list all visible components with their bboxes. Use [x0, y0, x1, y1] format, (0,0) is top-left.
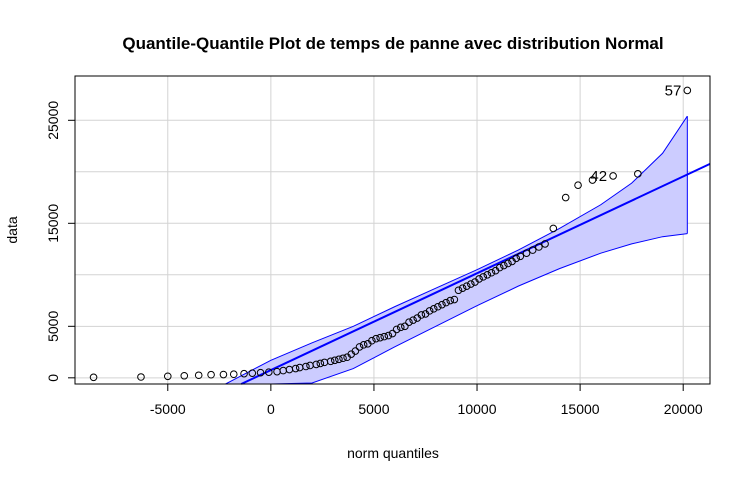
data-point — [429, 305, 438, 313]
data-point — [479, 273, 488, 281]
x-axis: -5000 0 5000 10000 15000 20000 — [150, 383, 703, 417]
data-point — [446, 296, 455, 305]
data-point — [522, 249, 531, 257]
chart-title: Quantile-Quantile Plot de temps de panne… — [122, 34, 663, 53]
y-tick-label: 15000 — [45, 204, 61, 243]
y-tick-label: 5000 — [45, 311, 61, 342]
data-point — [355, 343, 364, 351]
y-tick-label: 0 — [45, 374, 61, 382]
data-point — [335, 355, 343, 364]
data-point — [312, 360, 321, 369]
data-point — [219, 370, 228, 379]
data-point — [264, 368, 273, 376]
data-point — [458, 284, 467, 293]
data-point — [248, 369, 257, 377]
y-axis-label: data — [4, 216, 20, 243]
confidence-band-layer — [225, 115, 688, 385]
data-point — [137, 373, 145, 381]
data-point — [417, 311, 426, 319]
data-point — [351, 347, 360, 355]
data-point — [291, 364, 300, 373]
reference-line — [240, 162, 711, 385]
data-point — [388, 329, 397, 338]
data-point — [454, 286, 463, 295]
x-tick-label: 20000 — [664, 401, 703, 417]
y-tick-label: 25000 — [45, 101, 61, 140]
data-point — [180, 371, 189, 380]
data-point — [683, 86, 692, 95]
data-point — [405, 318, 413, 326]
data-point — [401, 322, 409, 331]
data-point — [634, 170, 642, 178]
data-point — [380, 332, 389, 341]
data-point — [487, 268, 496, 277]
confidence-band-fill — [225, 116, 688, 384]
data-point — [194, 371, 203, 380]
data-point — [462, 282, 471, 290]
point-labels-layer: 57 42 — [590, 82, 681, 184]
points-layer — [89, 86, 692, 382]
data-point — [504, 259, 512, 268]
data-point — [475, 275, 483, 283]
data-point — [396, 323, 405, 332]
data-point — [372, 334, 380, 343]
data-point — [467, 280, 475, 288]
data-point — [339, 354, 347, 363]
data-point — [368, 336, 376, 345]
data-point — [561, 193, 570, 202]
data-point — [207, 370, 215, 379]
data-point — [89, 373, 98, 382]
data-point — [326, 357, 335, 366]
x-axis-label: norm quantiles — [347, 445, 439, 461]
data-point — [609, 172, 617, 180]
data-point — [500, 261, 508, 270]
data-point — [359, 341, 368, 349]
data-point — [574, 181, 582, 189]
data-point — [495, 263, 504, 272]
data-point — [541, 240, 549, 248]
data-point — [316, 359, 325, 368]
data-point — [330, 356, 339, 365]
data-point — [256, 368, 265, 377]
data-point — [438, 300, 446, 309]
data-point — [425, 307, 434, 315]
data-point — [528, 246, 537, 254]
point-label: 57 — [665, 82, 682, 99]
y-axis: 0 5000 15000 25000 — [45, 101, 76, 382]
data-point — [450, 295, 459, 304]
data-point — [240, 369, 248, 378]
data-point — [512, 254, 521, 263]
x-tick-label: 0 — [267, 401, 275, 417]
x-tick-label: 15000 — [561, 401, 600, 417]
x-tick-label: 10000 — [458, 401, 497, 417]
data-point — [376, 333, 384, 342]
data-point — [392, 325, 401, 334]
confidence-band-upper — [225, 115, 688, 385]
data-point — [434, 302, 442, 311]
data-point — [588, 176, 597, 184]
reference-line-layer — [240, 162, 711, 385]
data-point — [163, 372, 172, 381]
data-point — [535, 243, 543, 251]
data-point — [302, 362, 310, 371]
x-tick-label: 5000 — [358, 401, 389, 417]
data-point — [384, 331, 393, 340]
data-point — [516, 252, 525, 261]
data-point — [229, 370, 238, 379]
data-point — [549, 224, 558, 233]
point-label: 42 — [590, 168, 607, 185]
data-point — [483, 271, 492, 279]
data-point — [409, 316, 417, 324]
confidence-band-lower — [225, 233, 688, 385]
x-tick-label: -5000 — [150, 401, 186, 417]
data-point — [442, 298, 450, 307]
